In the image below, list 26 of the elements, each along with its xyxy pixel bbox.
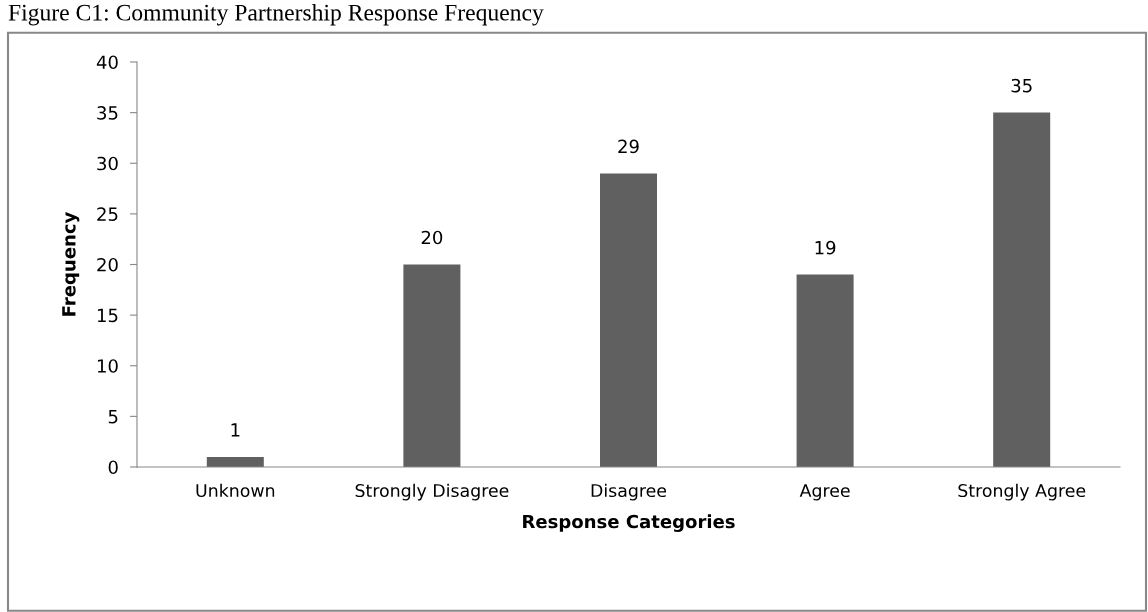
- data-label: 29: [618, 139, 639, 154]
- y-tick-label: 40: [96, 55, 118, 70]
- x-tick-label: Strongly Disagree: [355, 483, 509, 501]
- y-tick-label: 0: [108, 460, 118, 475]
- y-tick-label: 5: [108, 410, 118, 424]
- x-axis-title: Response Categories: [523, 514, 735, 532]
- y-tick-label: 30: [97, 156, 118, 171]
- chart-title: Figure C1: Community Partnership Response Frequency: [8, 4, 544, 26]
- bar: [796, 274, 854, 467]
- x-tick-label: Strongly Agree: [958, 483, 1086, 501]
- y-axis-title: Frequency: [62, 211, 80, 316]
- data-label: 35: [1011, 78, 1032, 93]
- y-tick-label: 15: [97, 308, 118, 323]
- data-label: 19: [815, 240, 836, 255]
- bar: [599, 173, 658, 467]
- y-tick-label: 35: [97, 106, 118, 120]
- y-tick-label: 10: [97, 359, 118, 373]
- x-tick-label: Unknown: [196, 483, 275, 498]
- y-tick-label: 20: [97, 257, 118, 272]
- x-tick-label: Agree: [799, 484, 850, 501]
- y-tick-label: 25: [97, 207, 118, 221]
- bar: [993, 112, 1051, 467]
- data-label: 20: [421, 230, 443, 245]
- x-tick-label: Disagree: [591, 483, 667, 501]
- bar: [403, 264, 461, 467]
- data-label: 1: [231, 423, 240, 437]
